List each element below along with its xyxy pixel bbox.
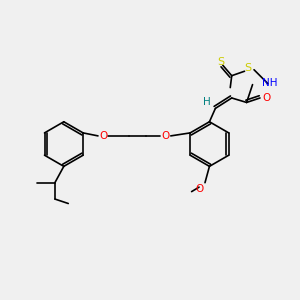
Text: NH: NH [262, 78, 278, 88]
Text: O: O [262, 93, 271, 103]
Text: H: H [203, 97, 211, 107]
Text: O: O [162, 131, 170, 141]
Text: S: S [244, 63, 252, 73]
Text: O: O [100, 131, 108, 141]
Text: S: S [217, 57, 224, 67]
Text: O: O [195, 184, 203, 194]
